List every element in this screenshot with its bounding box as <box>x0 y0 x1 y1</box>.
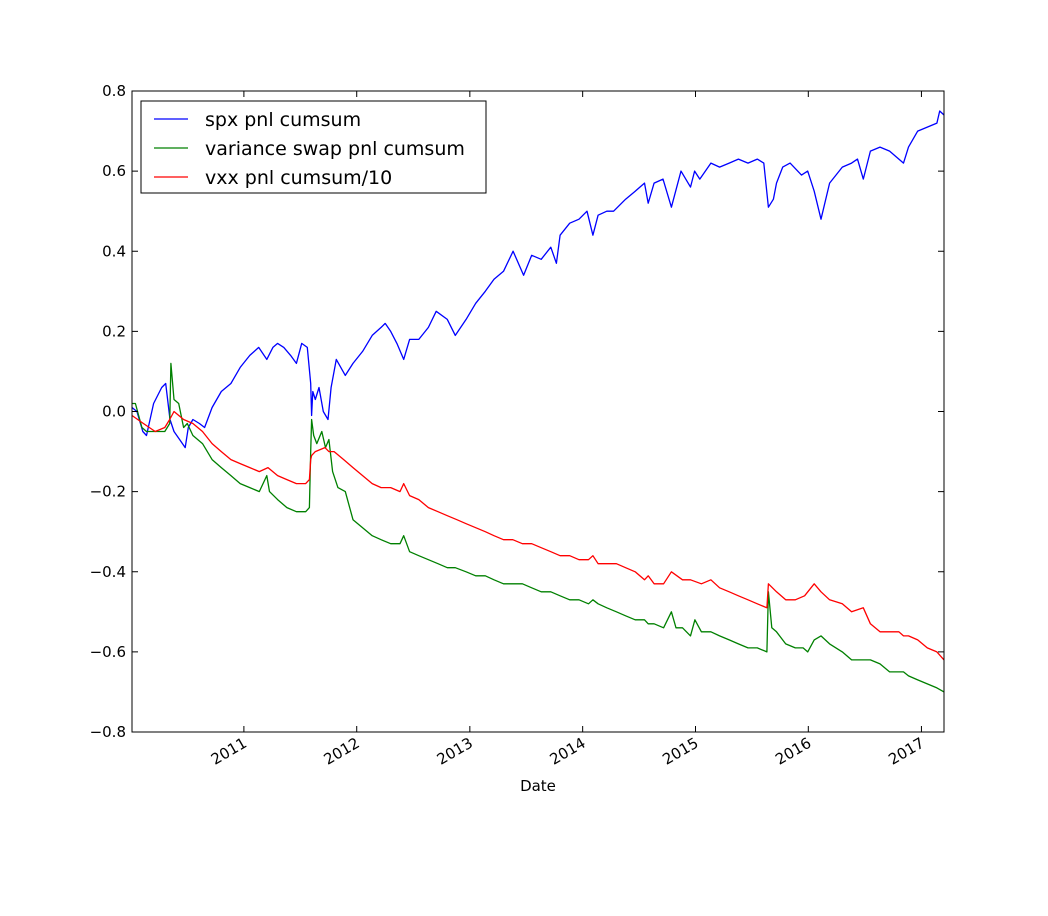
legend-entry: variance swap pnl cumsum <box>205 138 465 160</box>
legend-entry: vxx pnl cumsum/10 <box>205 167 392 189</box>
y-tick-label: 0.6 <box>102 162 126 180</box>
y-tick-label: 0.4 <box>102 242 126 260</box>
y-tick-label: −0.2 <box>90 483 126 501</box>
y-tick-label: −0.8 <box>90 723 126 741</box>
y-tick-label: 0.2 <box>102 322 126 340</box>
legend: spx pnl cumsum variance swap pnl cumsum vx… <box>140 100 487 194</box>
y-tick-label: −0.4 <box>90 563 126 581</box>
x-tick-label: 2016 <box>772 734 814 769</box>
legend-box <box>140 100 487 194</box>
x-tick-label: 2017 <box>885 734 927 769</box>
series-line-2 <box>131 410 945 661</box>
plot-background <box>132 91 944 732</box>
series-line-0 <box>131 110 945 449</box>
series-line-1 <box>132 362 945 693</box>
legend-entry: spx pnl cumsum <box>205 109 361 131</box>
x-tick-label: 2011 <box>208 734 250 769</box>
x-tick-label: 2014 <box>547 734 589 769</box>
x-tick-label: 2015 <box>659 734 701 769</box>
x-tick-label: 2012 <box>321 734 363 769</box>
series-layer <box>131 110 945 693</box>
plot-frame <box>131 90 945 733</box>
x-tick-label: 2013 <box>434 734 476 769</box>
x-axis-label: Date <box>520 777 556 795</box>
y-tick-label: 0.0 <box>102 403 126 421</box>
y-tick-label: −0.6 <box>90 643 126 661</box>
y-tick-label: 0.8 <box>102 82 126 100</box>
